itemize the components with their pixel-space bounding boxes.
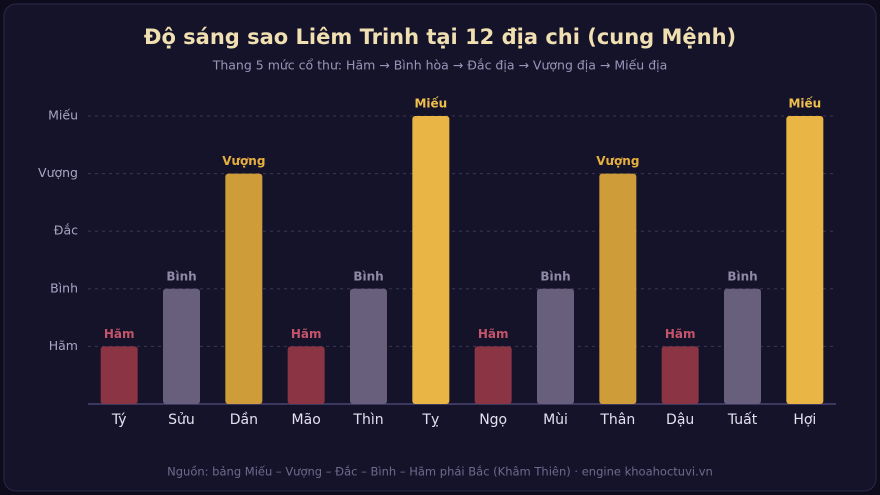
x-tick-label: Sửu	[168, 412, 195, 428]
bar	[287, 346, 325, 404]
chart-subtitle: Thang 5 mức cổ thư: Hãm → Bình hòa → Đắc…	[212, 58, 668, 73]
bar	[350, 288, 387, 404]
y-tick-label: Vượng	[38, 165, 78, 180]
x-tick-label: Dậu	[666, 412, 694, 428]
y-tick-label: Miếu	[48, 108, 78, 123]
y-tick-label: Hãm	[49, 338, 78, 353]
x-tick-label: Tỵ	[421, 412, 439, 428]
x-tick-label: Dần	[230, 412, 258, 428]
value-label: Bình	[727, 269, 757, 283]
x-tick-label: Thân	[599, 412, 635, 428]
bar	[599, 173, 637, 404]
bar	[474, 346, 512, 404]
y-tick-label: Bình	[50, 280, 78, 295]
bar	[412, 116, 450, 404]
value-label: Vượng	[222, 154, 265, 168]
value-label: Bình	[540, 269, 570, 283]
bar	[786, 116, 824, 404]
value-label: Hãm	[104, 327, 135, 341]
bar	[100, 346, 138, 404]
chart-title: Độ sáng sao Liêm Trinh tại 12 địa chi (c…	[144, 25, 736, 49]
footer: Nguồn: bảng Miếu – Vượng – Đắc – Bình – …	[167, 465, 713, 479]
bar	[724, 288, 761, 404]
x-tick-label: Ngọ	[479, 412, 507, 428]
x-tick-label: Mùi	[543, 412, 568, 428]
x-tick-label: Tý	[111, 412, 127, 428]
value-label: Bình	[353, 269, 383, 283]
value-label: Miếu	[788, 97, 821, 111]
value-label: Hãm	[291, 327, 322, 341]
value-label: Miếu	[414, 97, 447, 111]
x-tick-label: Hợi	[793, 412, 816, 428]
x-tick-label: Tuất	[727, 412, 758, 428]
bar	[661, 346, 699, 404]
value-label: Hãm	[665, 327, 696, 341]
bar	[225, 173, 263, 404]
value-label: Bình	[166, 269, 196, 283]
y-tick-label: Đắc	[54, 223, 78, 238]
x-tick-label: Thìn	[352, 412, 383, 428]
bar	[163, 288, 200, 404]
bar	[537, 288, 574, 404]
value-label: Vượng	[596, 154, 639, 168]
x-tick-label: Mão	[292, 412, 321, 428]
value-label: Hãm	[478, 327, 509, 341]
